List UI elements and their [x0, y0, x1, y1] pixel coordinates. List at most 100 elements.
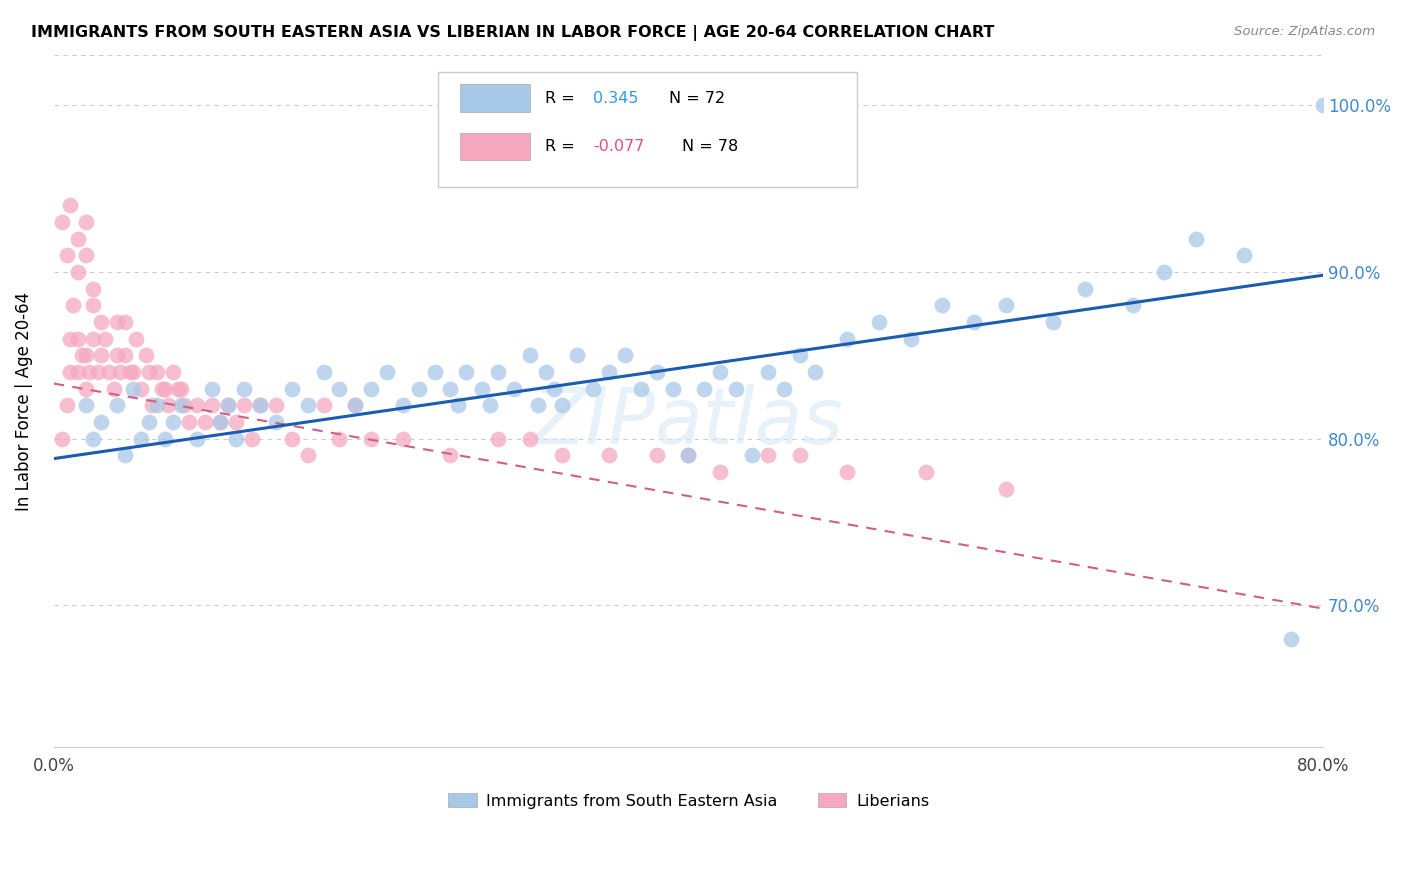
Point	[90, 415, 112, 429]
Point	[312, 398, 335, 412]
Point	[328, 382, 350, 396]
Point	[503, 382, 526, 396]
Bar	[460, 84, 530, 112]
Point	[217, 398, 239, 412]
Point	[614, 348, 637, 362]
Point	[110, 365, 132, 379]
Point	[900, 332, 922, 346]
Point	[90, 348, 112, 362]
Point	[1233, 248, 1256, 262]
Point	[645, 365, 668, 379]
Point	[486, 432, 509, 446]
Point	[360, 432, 382, 446]
Text: N = 72: N = 72	[669, 90, 725, 105]
Point	[209, 415, 232, 429]
Point	[114, 448, 136, 462]
Point	[201, 398, 224, 412]
Point	[170, 382, 193, 396]
Point	[105, 348, 128, 362]
Point	[471, 382, 494, 396]
Point	[162, 365, 184, 379]
Point	[994, 482, 1017, 496]
Point	[173, 398, 195, 412]
Point	[392, 432, 415, 446]
Point	[125, 332, 148, 346]
Point	[915, 465, 938, 479]
Point	[186, 432, 208, 446]
Point	[122, 382, 145, 396]
Point	[931, 298, 953, 312]
Point	[598, 365, 620, 379]
Point	[93, 332, 115, 346]
Point	[756, 365, 779, 379]
Point	[994, 298, 1017, 312]
Point	[141, 398, 163, 412]
Text: R =: R =	[546, 90, 579, 105]
Point	[328, 432, 350, 446]
Point	[1122, 298, 1144, 312]
Point	[423, 365, 446, 379]
Point	[526, 398, 548, 412]
Point	[240, 432, 263, 446]
Point	[645, 448, 668, 462]
Point	[105, 315, 128, 329]
Point	[789, 448, 811, 462]
Point	[129, 432, 152, 446]
Point	[55, 398, 77, 412]
Point	[519, 432, 541, 446]
Point	[392, 398, 415, 412]
Point	[75, 382, 97, 396]
Point	[77, 365, 100, 379]
Text: -0.077: -0.077	[593, 139, 645, 154]
Point	[51, 215, 73, 229]
Point	[519, 348, 541, 362]
Point	[1185, 231, 1208, 245]
Text: R =: R =	[546, 139, 579, 154]
Point	[456, 365, 478, 379]
Point	[543, 382, 565, 396]
Point	[709, 465, 731, 479]
Point	[233, 398, 256, 412]
Point	[98, 365, 121, 379]
Point	[105, 398, 128, 412]
Point	[75, 398, 97, 412]
Point	[344, 398, 367, 412]
Point	[1279, 632, 1302, 646]
Point	[249, 398, 271, 412]
Point	[51, 432, 73, 446]
Point	[598, 448, 620, 462]
Point	[550, 398, 572, 412]
Point	[661, 382, 683, 396]
Point	[129, 382, 152, 396]
Point	[122, 365, 145, 379]
Point	[375, 365, 398, 379]
Point	[177, 415, 200, 429]
Point	[837, 332, 859, 346]
Text: 0.345: 0.345	[593, 90, 638, 105]
Point	[582, 382, 605, 396]
Point	[201, 382, 224, 396]
Point	[550, 448, 572, 462]
Point	[486, 365, 509, 379]
Point	[693, 382, 716, 396]
Point	[678, 448, 700, 462]
Point	[344, 398, 367, 412]
Point	[75, 348, 97, 362]
Point	[83, 432, 105, 446]
Point	[233, 382, 256, 396]
Point	[83, 332, 105, 346]
Point	[162, 415, 184, 429]
Point	[1153, 265, 1175, 279]
Point	[837, 465, 859, 479]
Text: Source: ZipAtlas.com: Source: ZipAtlas.com	[1234, 25, 1375, 38]
Legend: Immigrants from South Eastern Asia, Liberians: Immigrants from South Eastern Asia, Libe…	[441, 787, 935, 815]
Point	[1042, 315, 1064, 329]
Point	[114, 348, 136, 362]
Point	[166, 382, 188, 396]
Point	[118, 365, 141, 379]
Point	[66, 265, 89, 279]
Point	[90, 315, 112, 329]
Point	[217, 398, 239, 412]
Point	[630, 382, 652, 396]
Point	[157, 398, 180, 412]
